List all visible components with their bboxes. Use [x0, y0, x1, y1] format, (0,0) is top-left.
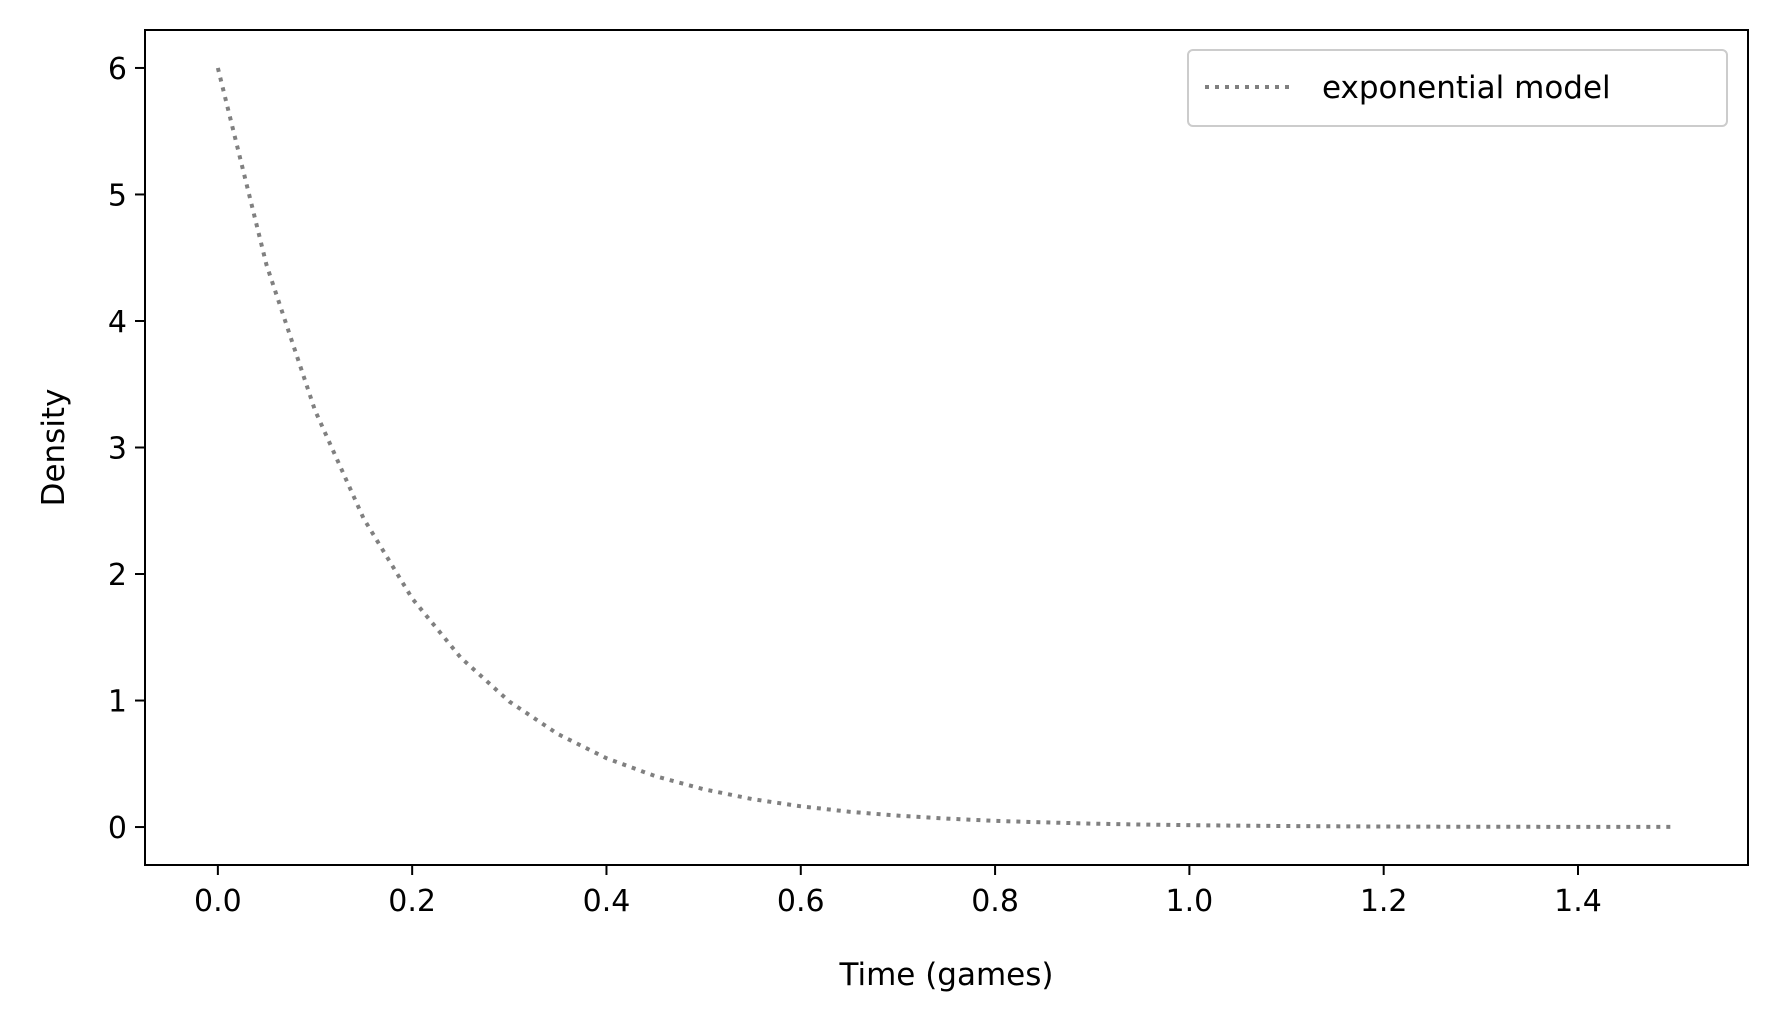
x-tick-label: 0.6 [777, 884, 825, 919]
y-tick-label: 5 [108, 178, 127, 213]
legend-label: exponential model [1322, 70, 1611, 106]
x-tick-label: 1.0 [1166, 884, 1214, 919]
ticks-layer: 0.0 0.2 0.4 0.6 0.8 1.0 1.2 1.4 0 1 2 3 4 5 6 [108, 52, 1602, 919]
plot-frame [144, 29, 1749, 866]
x-tick-label: 0.4 [583, 884, 631, 919]
y-tick-label: 6 [108, 52, 127, 87]
y-tick-label: 1 [108, 685, 127, 720]
y-tick-label: 2 [108, 558, 127, 593]
legend-box [1187, 49, 1728, 127]
y-tick-label: 3 [108, 432, 127, 467]
x-tick-label: 0.8 [971, 884, 1019, 919]
plot-layer [215, 67, 1676, 829]
legend: exponential model [1187, 49, 1728, 127]
y-axis-label: Density [36, 389, 72, 507]
x-tick-label: 0.2 [388, 884, 436, 919]
y-tick-label: 4 [108, 305, 127, 340]
x-tick-label: 1.2 [1360, 884, 1408, 919]
x-tick-label: 1.4 [1554, 884, 1602, 919]
x-tick-label: 0.0 [194, 884, 242, 919]
series-line [215, 67, 1676, 829]
y-tick-label: 0 [108, 811, 127, 846]
x-axis-label: Time (games) [838, 957, 1053, 993]
